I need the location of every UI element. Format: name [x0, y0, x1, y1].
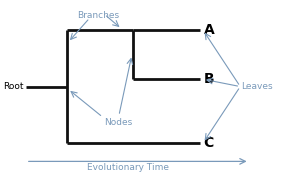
Text: Evolutionary Time: Evolutionary Time: [86, 163, 168, 172]
Text: B: B: [204, 72, 214, 86]
Text: Nodes: Nodes: [104, 118, 132, 127]
Text: Branches: Branches: [77, 10, 120, 19]
Text: Root: Root: [3, 82, 24, 91]
Text: Leaves: Leaves: [241, 82, 272, 91]
Text: C: C: [204, 136, 214, 150]
Text: A: A: [204, 23, 214, 37]
